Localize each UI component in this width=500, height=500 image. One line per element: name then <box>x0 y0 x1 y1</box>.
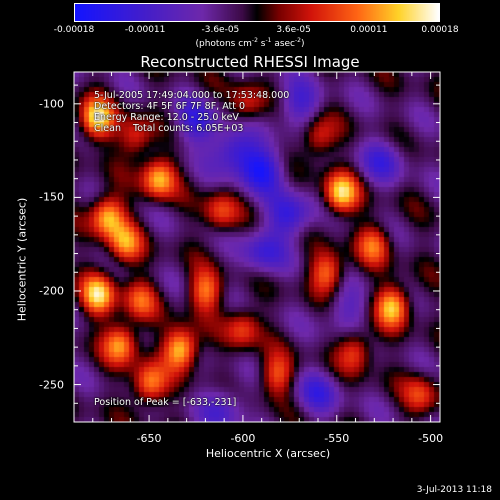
colorbar-tick-label: 0.00011 <box>350 25 388 35</box>
colorbar <box>74 3 440 22</box>
colorbar-tick-label: -3.6e-05 <box>201 25 240 35</box>
y-tick-label: -250 <box>39 378 64 392</box>
colorbar-tick-label: 0.00018 <box>421 25 459 35</box>
y-tick-label: -150 <box>39 190 64 204</box>
colorbar-units: (photons cm-2 s-1 asec-2) <box>195 37 305 49</box>
x-tick-label: -500 <box>418 432 444 445</box>
info-peak-position: Position of Peak = [-633,-231] <box>94 397 237 408</box>
x-axis-label: Heliocentric X (arcsec) <box>205 447 331 460</box>
footer-timestamp: 3-Jul-2013 11:18 <box>416 485 492 495</box>
x-tick-label: -600 <box>230 432 256 445</box>
info-detectors: Detectors: 4F 5F 6F 7F 8F, Att 0 <box>94 101 246 112</box>
y-axis-label: Heliocentric Y (arcsec) <box>15 197 29 322</box>
x-tick-label: -550 <box>324 432 350 445</box>
colorbar-tick-label: -0.00011 <box>124 25 166 35</box>
colorbar-tick-label: 3.6e-05 <box>276 25 311 35</box>
y-tick-label: -200 <box>39 284 64 298</box>
info-total-counts: Clean Total counts: 6.05E+03 <box>94 123 244 134</box>
x-tick-label: -650 <box>136 432 162 445</box>
info-time-range: 5-Jul-2005 17:49:04.000 to 17:53:48.000 <box>94 90 290 101</box>
colorbar-tick-label: -0.00018 <box>53 25 95 35</box>
y-tick-label: -100 <box>39 97 64 111</box>
info-energy-range: Energy Range: 12.0 - 25.0 keV <box>94 112 239 123</box>
chart-title: Reconstructed RHESSI Image <box>140 53 360 71</box>
